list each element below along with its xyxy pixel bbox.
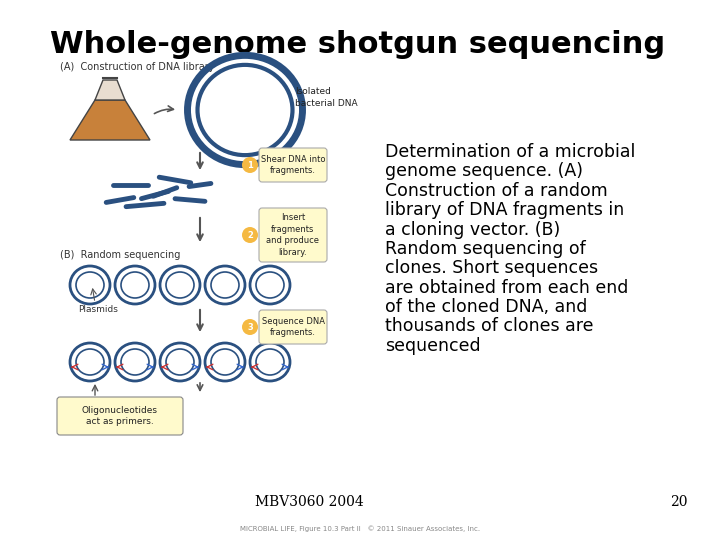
Text: Plasmids: Plasmids (78, 305, 118, 314)
Polygon shape (95, 80, 125, 100)
Text: Sequence DNA
fragments.: Sequence DNA fragments. (261, 316, 325, 338)
Text: 1: 1 (247, 160, 253, 170)
Text: Construction of a random: Construction of a random (385, 182, 608, 200)
FancyBboxPatch shape (259, 310, 327, 344)
Text: 3: 3 (247, 322, 253, 332)
Text: thousands of clones are: thousands of clones are (385, 318, 594, 335)
Circle shape (242, 157, 258, 173)
Circle shape (242, 319, 258, 335)
Text: Determination of a microbial: Determination of a microbial (385, 143, 636, 161)
Text: Whole-genome shotgun sequencing: Whole-genome shotgun sequencing (50, 30, 665, 59)
Text: are obtained from each end: are obtained from each end (385, 279, 629, 296)
Text: Isolated
bacterial DNA: Isolated bacterial DNA (295, 87, 358, 108)
Text: Random sequencing of: Random sequencing of (385, 240, 586, 258)
Text: MICROBIAL LIFE, Figure 10.3 Part II   © 2011 Sinauer Associates, Inc.: MICROBIAL LIFE, Figure 10.3 Part II © 20… (240, 525, 480, 532)
Text: a cloning vector. (B): a cloning vector. (B) (385, 221, 560, 239)
FancyBboxPatch shape (259, 148, 327, 182)
Text: Insert
fragments
and produce
library.: Insert fragments and produce library. (266, 213, 320, 257)
Text: sequenced: sequenced (385, 337, 481, 355)
Text: of the cloned DNA, and: of the cloned DNA, and (385, 298, 588, 316)
Polygon shape (70, 100, 150, 140)
FancyBboxPatch shape (259, 208, 327, 262)
Text: MBV3060 2004: MBV3060 2004 (255, 495, 364, 509)
Text: (B)  Random sequencing: (B) Random sequencing (60, 250, 181, 260)
Text: (A)  Construction of DNA library: (A) Construction of DNA library (60, 62, 215, 72)
Text: 2: 2 (247, 231, 253, 240)
Text: Shear DNA into
fragments.: Shear DNA into fragments. (261, 154, 325, 176)
Text: 20: 20 (670, 495, 688, 509)
Text: library of DNA fragments in: library of DNA fragments in (385, 201, 624, 219)
Text: genome sequence. (A): genome sequence. (A) (385, 163, 583, 180)
Circle shape (242, 227, 258, 243)
FancyBboxPatch shape (57, 397, 183, 435)
Text: Oligonucleotides
act as primers.: Oligonucleotides act as primers. (82, 406, 158, 427)
Text: clones. Short sequences: clones. Short sequences (385, 259, 598, 278)
